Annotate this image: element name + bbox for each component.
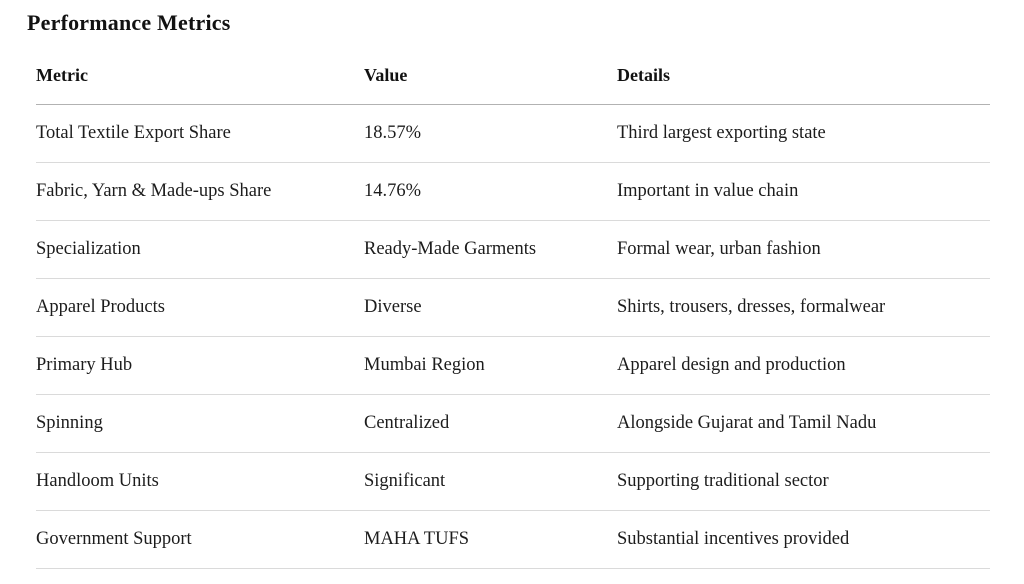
cell-value: Diverse bbox=[364, 278, 617, 338]
cell-details: Substantial incentives provided bbox=[617, 510, 990, 569]
table-row: Handloom Units Significant Supporting tr… bbox=[36, 452, 990, 511]
performance-metrics-table: Metric Value Details Total Textile Expor… bbox=[36, 65, 990, 569]
cell-details: Shirts, trousers, dresses, formalwear bbox=[617, 278, 990, 338]
cell-value: 14.76% bbox=[364, 162, 617, 222]
cell-details: Apparel design and production bbox=[617, 336, 990, 396]
cell-details: Alongside Gujarat and Tamil Nadu bbox=[617, 394, 990, 453]
cell-value: Mumbai Region bbox=[364, 336, 617, 396]
table-row: Fabric, Yarn & Made-ups Share 14.76% Imp… bbox=[36, 162, 990, 222]
cell-metric: Total Textile Export Share bbox=[36, 104, 364, 164]
cell-metric: Spinning bbox=[36, 394, 364, 453]
table-row: Government Support MAHA TUFS Substantial… bbox=[36, 510, 990, 569]
cell-details: Third largest exporting state bbox=[617, 104, 990, 164]
table-row: Specialization Ready-Made Garments Forma… bbox=[36, 220, 990, 280]
table-header: Metric Value Details bbox=[36, 65, 990, 106]
header-row: Metric Value Details bbox=[36, 65, 990, 106]
table-row: Total Textile Export Share 18.57% Third … bbox=[36, 104, 990, 164]
table-body: Total Textile Export Share 18.57% Third … bbox=[36, 104, 990, 569]
table-row: Apparel Products Diverse Shirts, trouser… bbox=[36, 278, 990, 338]
cell-value: Centralized bbox=[364, 394, 617, 453]
cell-metric: Handloom Units bbox=[36, 452, 364, 511]
cell-details: Supporting traditional sector bbox=[617, 452, 990, 511]
cell-metric: Primary Hub bbox=[36, 336, 364, 396]
cell-metric: Apparel Products bbox=[36, 278, 364, 338]
table-row: Spinning Centralized Alongside Gujarat a… bbox=[36, 394, 990, 453]
cell-details: Important in value chain bbox=[617, 162, 990, 222]
table-row: Primary Hub Mumbai Region Apparel design… bbox=[36, 336, 990, 396]
cell-metric: Fabric, Yarn & Made-ups Share bbox=[36, 162, 364, 222]
cell-value: Ready-Made Garments bbox=[364, 220, 617, 280]
cell-value: MAHA TUFS bbox=[364, 510, 617, 569]
column-header-metric: Metric bbox=[36, 65, 364, 106]
cell-value: Significant bbox=[364, 452, 617, 511]
cell-metric: Specialization bbox=[36, 220, 364, 280]
cell-value: 18.57% bbox=[364, 104, 617, 164]
cell-details: Formal wear, urban fashion bbox=[617, 220, 990, 280]
column-header-value: Value bbox=[364, 65, 617, 106]
column-header-details: Details bbox=[617, 65, 990, 106]
page-title: Performance Metrics bbox=[27, 10, 231, 35]
cell-metric: Government Support bbox=[36, 510, 364, 569]
